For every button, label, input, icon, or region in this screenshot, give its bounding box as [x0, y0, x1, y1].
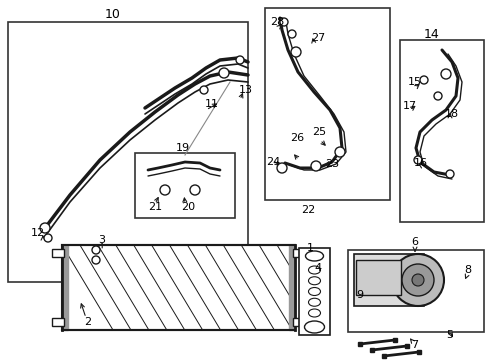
Circle shape [190, 185, 200, 195]
Text: 22: 22 [300, 205, 314, 215]
Bar [8, 22, 247, 282]
Text: 12: 12 [31, 228, 45, 238]
Text: 28: 28 [269, 17, 284, 27]
Ellipse shape [308, 266, 320, 274]
Text: 4: 4 [314, 263, 321, 273]
Bar [298, 248, 329, 335]
Ellipse shape [308, 288, 320, 296]
Circle shape [276, 163, 286, 173]
Circle shape [236, 56, 244, 64]
Bar [292, 318, 305, 326]
Text: 11: 11 [204, 99, 219, 109]
Text: 24: 24 [265, 157, 280, 167]
Text: 9: 9 [356, 290, 363, 300]
Text: 19: 19 [176, 143, 190, 153]
Bar [135, 153, 235, 218]
Bar [399, 40, 483, 222]
Circle shape [391, 254, 443, 306]
Bar [353, 254, 423, 306]
Text: 8: 8 [464, 265, 470, 275]
Bar [52, 249, 64, 257]
Ellipse shape [305, 251, 323, 261]
Text: 18: 18 [444, 109, 458, 119]
Text: 17: 17 [402, 101, 416, 111]
Text: 6: 6 [411, 237, 418, 247]
Text: 7: 7 [410, 340, 418, 350]
Circle shape [433, 92, 441, 100]
Text: 25: 25 [311, 127, 325, 137]
Text: 2: 2 [84, 317, 91, 327]
Text: 1: 1 [306, 243, 313, 253]
Text: 10: 10 [105, 8, 121, 21]
Circle shape [334, 147, 345, 157]
Circle shape [419, 76, 427, 84]
Text: 26: 26 [289, 133, 304, 143]
Circle shape [200, 86, 207, 94]
Circle shape [290, 47, 301, 57]
Circle shape [287, 30, 295, 38]
Circle shape [160, 185, 170, 195]
Bar [347, 250, 483, 332]
Circle shape [445, 170, 453, 178]
Circle shape [310, 161, 320, 171]
Bar [264, 8, 389, 200]
Circle shape [40, 223, 50, 233]
Ellipse shape [304, 321, 324, 333]
Ellipse shape [308, 309, 320, 317]
Text: 27: 27 [310, 33, 325, 43]
Text: 20: 20 [181, 202, 195, 212]
Circle shape [92, 246, 100, 254]
Circle shape [401, 264, 433, 296]
Bar [292, 249, 305, 257]
Circle shape [411, 274, 423, 286]
Text: 21: 21 [148, 202, 162, 212]
Ellipse shape [308, 277, 320, 285]
Circle shape [440, 69, 450, 79]
Ellipse shape [308, 298, 320, 306]
Text: 13: 13 [239, 85, 252, 95]
Bar [62, 245, 68, 330]
Text: 3: 3 [98, 235, 105, 245]
Bar [288, 245, 294, 330]
Bar [62, 245, 294, 330]
Circle shape [280, 18, 287, 26]
Text: 16: 16 [413, 158, 427, 168]
Circle shape [413, 156, 421, 164]
Circle shape [92, 256, 100, 264]
Bar [52, 318, 64, 326]
Circle shape [219, 68, 228, 78]
Text: 23: 23 [324, 159, 338, 169]
Circle shape [44, 234, 52, 242]
Text: 5: 5 [446, 330, 452, 340]
Bar [355, 260, 400, 295]
Text: 14: 14 [423, 27, 439, 40]
Text: 15: 15 [407, 77, 421, 87]
